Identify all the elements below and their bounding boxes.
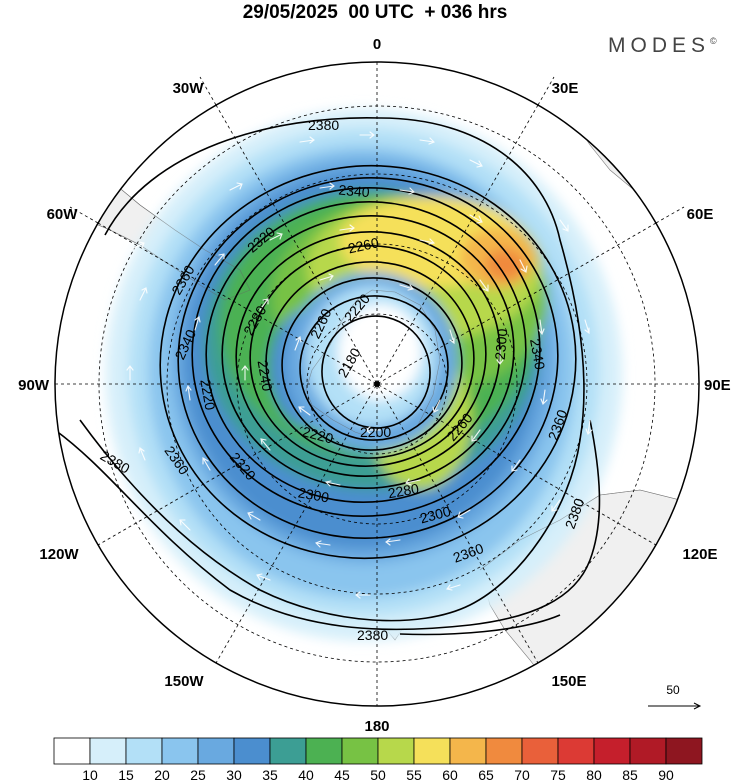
lon-label-90w: 90W (18, 377, 50, 394)
colorbar-swatch (665, 737, 703, 765)
lon-label-0: 0 (373, 36, 381, 53)
wind-vectors (126, 131, 593, 599)
colorbar-label: 10 (82, 767, 98, 782)
colorbar-label: 25 (190, 767, 206, 782)
contour-label: 2380 (308, 117, 339, 133)
wind-reference: 50 (648, 683, 702, 710)
colorbar-swatch (197, 737, 235, 765)
colorbar-swatch (557, 737, 595, 765)
lon-label-30e: 30E (552, 80, 579, 97)
colorbar-label: 90 (658, 767, 674, 782)
contour-label: 2340 (527, 337, 548, 371)
colorbar-swatch (629, 737, 667, 765)
contour-label: 2260 (347, 234, 381, 256)
colorbar-label: 70 (514, 767, 530, 782)
longitude-labels: 0 30E 60E 90E 120E 150E 180 150W 120W 90… (18, 36, 731, 735)
lon-label-60w: 60W (47, 206, 79, 223)
colorbar-swatch (485, 737, 523, 765)
lon-label-30w: 30W (173, 80, 205, 97)
contour-label: 2340 (338, 182, 371, 201)
colorbar-swatch (305, 737, 343, 765)
contour-labels: 2380 2340 2320 2260 2220 2360 2340 2280 … (98, 117, 588, 643)
colorbar-swatch (593, 737, 631, 765)
modes-logo: MODES© (608, 34, 717, 57)
brand-name: MODES (608, 34, 711, 57)
colorbar-swatch (161, 737, 199, 765)
colorbar-label: 65 (478, 767, 494, 782)
colorbar-swatch (413, 737, 451, 765)
lon-label-120e: 120E (682, 546, 717, 563)
lon-label-120w: 120W (39, 546, 79, 563)
colorbar-label: 55 (406, 767, 422, 782)
contour-label: 2220 (301, 423, 335, 447)
map-title: 29/05/2025 00 UTC + 036 hrs (242, 2, 508, 23)
contour-label: 2200 (360, 424, 391, 440)
colorbar-label: 45 (334, 767, 350, 782)
lon-label-150w: 150W (164, 673, 204, 690)
colorbar-label: 20 (154, 767, 170, 782)
wind-reference-value: 50 (666, 683, 680, 697)
lon-label-90e: 90E (704, 377, 731, 394)
colorbar-swatch (269, 737, 307, 765)
lon-label-180: 180 (364, 718, 389, 735)
colorbar-swatch (341, 737, 379, 765)
colorbar-label: 75 (550, 767, 566, 782)
wind-speed-shading (106, 109, 622, 641)
contour-label: 2380 (357, 627, 388, 643)
height-contours (55, 117, 601, 636)
colorbar-label: 35 (262, 767, 278, 782)
colorbar: 10 15 20 25 30 35 40 45 50 55 60 65 70 75 80 85 90 (53, 737, 703, 782)
colorbar-label: 85 (622, 767, 638, 782)
pole-marker (374, 381, 380, 387)
colorbar-swatch (89, 737, 127, 765)
contour-label: 2280 (387, 480, 421, 501)
colorbar-label: 60 (442, 767, 458, 782)
colorbar-swatch (125, 737, 163, 765)
colorbar-swatch (53, 737, 91, 765)
contour-label: 2300 (492, 328, 511, 361)
colorbar-label: 80 (586, 767, 602, 782)
contour-label: 2220 (197, 378, 218, 412)
lon-label-150e: 150E (551, 673, 586, 690)
colorbar-label: 50 (370, 767, 386, 782)
colorbar-swatch (233, 737, 271, 765)
map-border (54, 61, 700, 707)
colorbar-swatch (449, 737, 487, 765)
lon-label-60e: 60E (687, 206, 714, 223)
colorbar-label: 15 (118, 767, 134, 782)
contour-label: 2300 (297, 484, 331, 505)
colorbar-label: 40 (298, 767, 314, 782)
colorbar-swatch (521, 737, 559, 765)
contour-label: 2240 (255, 359, 276, 393)
meridian-ticks (69, 76, 685, 224)
contour-label: 2300 (418, 503, 452, 527)
colorbar-swatch (377, 737, 415, 765)
colorbar-label: 30 (226, 767, 242, 782)
